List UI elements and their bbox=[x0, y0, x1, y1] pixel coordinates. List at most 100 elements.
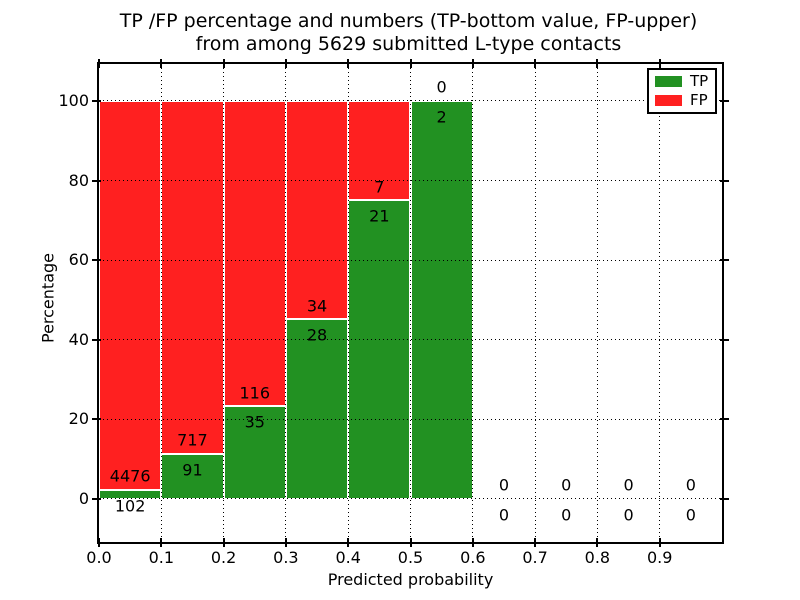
x-axis-tick bbox=[347, 538, 350, 547]
y-tick-label: 20 bbox=[68, 409, 89, 429]
x-tick-label: 0.3 bbox=[273, 548, 299, 567]
x-axis-top-tick bbox=[347, 59, 350, 68]
tp-count-label: 0 bbox=[685, 505, 696, 525]
x-tick-label: 0.9 bbox=[646, 548, 673, 567]
v-gridline bbox=[285, 64, 287, 542]
y-axis-tick bbox=[92, 99, 101, 102]
bar-segment-fp bbox=[223, 100, 286, 407]
v-gridline bbox=[160, 64, 162, 542]
v-gridline bbox=[410, 64, 411, 542]
bars-layer bbox=[99, 64, 722, 542]
tp-count-label: 35 bbox=[244, 412, 265, 432]
y-axis-tick bbox=[92, 259, 101, 262]
y-axis-right-tick bbox=[720, 259, 729, 262]
bar-segment-tp bbox=[348, 200, 411, 499]
tp-count-label: 91 bbox=[182, 460, 203, 480]
x-tick-label: 0.7 bbox=[522, 548, 548, 567]
bar-segment-fp bbox=[285, 100, 349, 320]
x-tick-label: 0.8 bbox=[584, 548, 611, 567]
bar-segment-fp bbox=[348, 100, 411, 201]
fp-count-label: 0 bbox=[561, 475, 572, 495]
fp-color-swatch bbox=[655, 95, 682, 106]
v-gridline bbox=[659, 64, 661, 542]
x-axis-top-tick bbox=[534, 59, 537, 68]
y-axis-right-tick bbox=[720, 497, 729, 500]
x-axis-tick bbox=[409, 538, 412, 547]
y-tick-label: 100 bbox=[58, 90, 89, 110]
tp-count-label: 28 bbox=[306, 325, 328, 345]
plot-area: 4476 102 717 91 116 35 34 28 7 21 0 2 0 0 0 0 0 0 0 0 0.0 0.… bbox=[39, 59, 729, 589]
v-gridline bbox=[534, 64, 536, 542]
annotations-layer: 4476 102 717 91 116 35 34 28 7 21 0 2 0 0 0 0 0 0 0 0 bbox=[99, 64, 722, 542]
y-axis-tick bbox=[92, 418, 101, 421]
fp-count-label: 7 bbox=[374, 177, 385, 197]
legend: TP FP bbox=[647, 68, 717, 114]
bar-segment-tp bbox=[223, 406, 286, 499]
bar-segment-tp bbox=[285, 319, 349, 499]
y-axis-right-tick bbox=[720, 418, 729, 421]
x-axis-tick bbox=[471, 538, 474, 547]
x-axis-top-tick bbox=[596, 59, 599, 68]
y-axis-right-tick bbox=[720, 338, 729, 341]
x-axis-tick bbox=[160, 538, 163, 547]
tp-count-label: 0 bbox=[623, 505, 634, 525]
x-axis-tick bbox=[284, 538, 287, 547]
y-tick-label: 0 bbox=[78, 488, 89, 508]
x-tick-label: 0.6 bbox=[460, 548, 486, 567]
fp-count-label: 0 bbox=[436, 77, 447, 97]
chart-title: TP /FP percentage and numbers (TP-bottom… bbox=[97, 10, 720, 56]
fp-count-label: 0 bbox=[685, 475, 696, 495]
y-axis-tick bbox=[92, 338, 101, 341]
tp-count-label: 0 bbox=[561, 505, 572, 525]
tp-count-label: 21 bbox=[369, 206, 390, 226]
v-gridline bbox=[596, 64, 598, 542]
y-tick-label: 80 bbox=[68, 170, 89, 190]
x-axis-tick bbox=[534, 538, 537, 547]
x-tick-label: 0.1 bbox=[148, 548, 175, 567]
y-axis-tick bbox=[92, 179, 101, 182]
x-axis-top-tick bbox=[160, 59, 163, 68]
x-axis-tick bbox=[596, 538, 599, 547]
fp-count-label: 116 bbox=[239, 383, 271, 403]
x-axis-label: Predicted probability bbox=[327, 570, 494, 589]
x-tick-label: 0.4 bbox=[335, 548, 361, 567]
v-gridline bbox=[347, 64, 349, 542]
fp-count-label: 0 bbox=[498, 475, 510, 495]
x-axis-tick bbox=[658, 538, 661, 547]
x-axis-top-tick bbox=[284, 59, 287, 68]
legend-label-fp: FP bbox=[690, 91, 708, 109]
grid-layer bbox=[99, 64, 722, 542]
chart-title-line1: TP /FP percentage and numbers (TP-bottom… bbox=[119, 10, 698, 32]
tp-count-label: 102 bbox=[114, 496, 146, 516]
x-axis-top-tick bbox=[658, 59, 661, 68]
chart-title-line2: from among 5629 submitted L-type contact… bbox=[195, 33, 622, 55]
legend-item-fp: FP bbox=[655, 93, 709, 109]
x-axis-tick bbox=[222, 538, 225, 547]
tp-count-label: 0 bbox=[498, 505, 510, 525]
bar-segment-tp bbox=[410, 100, 473, 499]
y-axis-right-tick bbox=[720, 99, 729, 102]
legend-item-tp: TP bbox=[655, 74, 709, 90]
x-axis-tick bbox=[98, 538, 100, 547]
x-axis-top-tick bbox=[471, 59, 474, 68]
v-gridline bbox=[472, 64, 474, 542]
y-axis-tick bbox=[92, 497, 101, 500]
fp-count-label: 34 bbox=[306, 296, 328, 316]
bar-segment-fp bbox=[161, 100, 224, 454]
y-tick-label: 40 bbox=[68, 329, 89, 349]
x-axis-top-tick bbox=[409, 59, 412, 68]
x-tick-label: 0.5 bbox=[397, 548, 424, 567]
legend-label-tp: TP bbox=[690, 72, 709, 90]
x-tick-label: 0.0 bbox=[86, 548, 112, 567]
ticks-layer: 0.0 0.1 0.2 0.3 0.4 0.5 0.6 0.7 0.8 0.9 0 20 40 60 80 1… bbox=[58, 59, 729, 567]
x-axis-top-tick bbox=[222, 59, 225, 68]
x-axis-top-tick bbox=[98, 59, 100, 68]
tp-color-swatch bbox=[655, 76, 682, 87]
fp-count-label: 0 bbox=[623, 475, 634, 495]
fp-count-label: 4476 bbox=[109, 466, 151, 486]
x-tick-label: 0.2 bbox=[210, 548, 237, 567]
tp-count-label: 2 bbox=[436, 107, 447, 127]
y-tick-label: 60 bbox=[68, 250, 89, 270]
fp-count-label: 717 bbox=[177, 430, 208, 450]
